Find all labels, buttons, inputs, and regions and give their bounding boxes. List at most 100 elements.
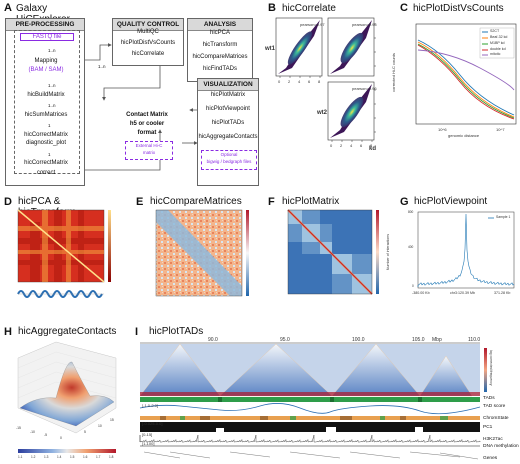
analysis-box: ANALYSIS <box>187 18 253 82</box>
h-cbtick-4: 1.5 <box>70 455 75 459</box>
panel-i-letter: I <box>135 326 139 338</box>
contact-matrix-line1: Contact Matrix <box>126 112 168 118</box>
fastq-file-node: FASTQ file <box>20 33 74 41</box>
h-axis-3: 0 <box>60 436 62 440</box>
sum-matrix-workflow-label: hicSumMatrixWorkflow <box>0 61 2 117</box>
track-chromstate: ChromState <box>483 416 509 421</box>
wt1-label: wt1 <box>265 46 276 52</box>
track-tad-score: TAD score <box>483 404 506 409</box>
coord-100: 100.0 <box>352 337 365 343</box>
pca-heatmap <box>17 209 111 298</box>
viewpoint-line <box>417 213 515 287</box>
qc-item-distvscounts: hicPlotDistVsCounts <box>120 40 176 46</box>
range-pc1: [-0.025-0.0] <box>142 421 163 426</box>
c-legend-4: mitotic <box>490 52 501 56</box>
h-axis-1: -10 <box>30 430 35 434</box>
track-tads: TADs <box>483 396 495 401</box>
h-axis-5: 10 <box>98 424 102 428</box>
compare-heatmap <box>155 209 249 297</box>
panel-a-letter: A <box>4 2 12 14</box>
b-xtick2-6: 6 <box>360 143 363 148</box>
c-legend-0: S2CT <box>490 29 500 33</box>
g-xtick-0: -380.00 Kb <box>412 291 430 295</box>
panel-c-letter: C <box>400 2 408 14</box>
b-xtick-0: 0 <box>278 79 281 84</box>
optional-files-label: bigwig / bedgraph files <box>206 159 252 164</box>
b-xtick2-4: 4 <box>350 143 353 148</box>
coord-unit: Mbp <box>432 337 442 343</box>
h-cbtick-7: 1.8 <box>109 455 114 459</box>
h-axis-4: 5 <box>84 430 86 434</box>
quality-control-box: QUALITY CONTROL <box>112 18 184 66</box>
viz-item-plotmatrix: hicPlotMatrix <box>210 92 246 98</box>
panel-e-title: hicCompareMatrices <box>150 196 242 207</box>
contact-matrix-line3: format <box>137 130 157 136</box>
diagnostic-plot-label: diagnostic_plot <box>25 140 67 146</box>
b-xtick2-8: 8 <box>370 143 373 148</box>
coord-110: 110.0 <box>468 337 481 343</box>
pearson-label-1: pearson=0.97 <box>300 22 325 27</box>
g-xtick-2: 371.28 Kb <box>494 291 511 295</box>
panel-h-title: hicAggregateContacts <box>18 326 117 337</box>
n-label-3: 1..n <box>48 103 56 108</box>
dist-vs-counts-plot <box>415 23 517 125</box>
visualization-header: VISUALIZATION <box>198 79 258 91</box>
g-ytick-400: 400 <box>408 245 414 249</box>
h-cbtick-5: 1.6 <box>83 455 88 459</box>
aggregate-surface <box>17 341 117 453</box>
panel-f-title: hicPlotMatrix <box>282 196 340 207</box>
b-xtick-4: 4 <box>298 79 301 84</box>
panel-c-title: hicPlotDistVsCounts <box>413 3 504 14</box>
g-ytick-0: 0 <box>412 284 414 288</box>
panel-g-title: hicPlotViewpoint <box>414 196 488 207</box>
h-cbtick-1: 1.2 <box>31 455 36 459</box>
range-methylation: [1-100] <box>142 441 155 446</box>
b-xtick-6: 6 <box>308 79 311 84</box>
panel-g-letter: G <box>400 196 409 208</box>
bam-sam-label: (BAM / SAM) <box>28 67 64 73</box>
c-legend-2: M1BP kd <box>490 41 505 45</box>
track-genes: Genes <box>483 456 498 461</box>
h-axis-0: -15 <box>16 426 21 430</box>
c-legend-1: Beaf-32 kd <box>490 35 508 39</box>
c-ylabel: corrected Hi-C counts <box>390 53 396 92</box>
correlation-plots <box>275 17 376 142</box>
g-xtick-1: chr3:120.39 Mb <box>450 291 475 295</box>
g-ylabel: Number of interactions <box>386 233 391 271</box>
correct-matrix-node: hicCorrectMatrix <box>24 132 68 138</box>
c-legend-3: double kd <box>490 47 506 51</box>
coord-90: 90.0 <box>208 337 218 343</box>
viz-item-plottads: hicPlotTADs <box>211 120 245 126</box>
qc-n-label: 1..n <box>98 64 106 69</box>
b-xtick-2: 2 <box>288 79 291 84</box>
analysis-item-findtads: hicFindTADs <box>203 66 237 72</box>
n-label-2: 1..n <box>48 83 56 88</box>
panel-i-title: hicPlotTADs <box>149 326 204 337</box>
c-xtick-1: 10^7 <box>496 127 505 132</box>
sum-matrix-workflow-box <box>14 30 80 174</box>
b-xtick2-0: 0 <box>330 143 333 148</box>
b-xtick-8: 8 <box>318 79 321 84</box>
kd-label: kd <box>369 146 377 152</box>
qc-item-correlate: hicCorrelate <box>131 51 165 57</box>
correct-matrix-correct-node: hicCorrectMatrix <box>24 160 68 166</box>
h-axis-6: 15 <box>110 418 114 422</box>
n-label-5: 1 <box>48 152 51 157</box>
sum-matrices-node: hicSumMatrices <box>24 112 68 118</box>
panel-b-letter: B <box>268 2 276 14</box>
pearson-label-3: pearson=0.96 <box>352 86 377 91</box>
tads-tracks <box>139 342 487 460</box>
range-h3k27ac: [0-15] <box>142 432 153 437</box>
external-matrix-box <box>125 141 173 160</box>
analysis-header: ANALYSIS <box>188 19 252 31</box>
range-tad-score: [-1.0-2.0] <box>142 403 159 408</box>
coord-105: 105.0 <box>412 337 425 343</box>
contact-matrix-line2: h5 or cooler <box>129 121 165 127</box>
n-label-4: 1 <box>48 123 51 128</box>
track-h3k27ac: H3K27ac <box>483 437 503 442</box>
h-cbtick-6: 1.7 <box>96 455 101 459</box>
track-pc1: PC1 <box>483 425 493 430</box>
analysis-item-transform: hicTransform <box>202 42 238 48</box>
coord-95: 95.0 <box>280 337 290 343</box>
analysis-item-compare: hicCompareMatrices <box>192 54 248 60</box>
